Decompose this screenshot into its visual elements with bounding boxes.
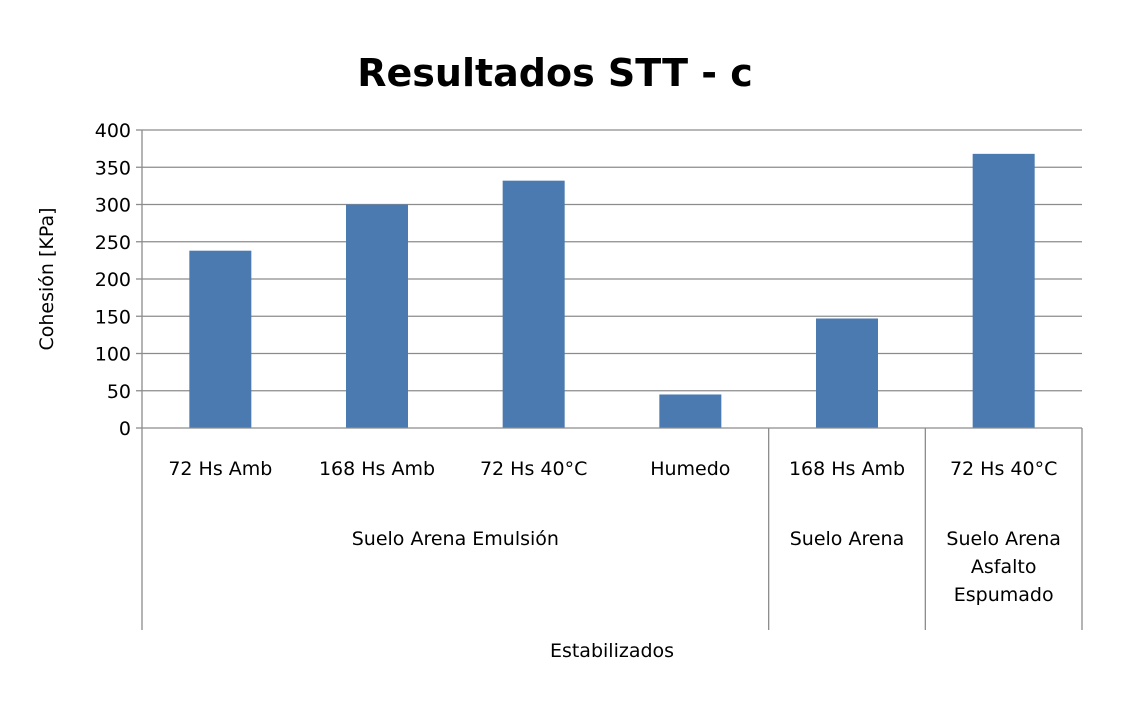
group-label: Espumado xyxy=(954,584,1054,606)
category-label: 72 Hs 40°C xyxy=(480,458,587,480)
y-tick-label: 350 xyxy=(95,157,131,179)
group-label: Asfalto xyxy=(971,556,1037,578)
y-tick-label: 0 xyxy=(119,418,131,440)
category-labels: 72 Hs Amb 168 Hs Amb 72 Hs 40°C Humedo 168 H… xyxy=(168,458,1057,480)
y-tick-label: 400 xyxy=(95,120,131,142)
y-tick-labels: 0 50 100 150 200 250 300 350 400 xyxy=(95,120,131,440)
bar xyxy=(502,180,565,428)
y-tick-label: 200 xyxy=(95,269,131,291)
bar xyxy=(972,153,1035,428)
bar xyxy=(659,394,722,428)
category-label: 72 Hs Amb xyxy=(168,458,272,480)
bars xyxy=(189,153,1035,428)
group-label: Suelo Arena xyxy=(790,528,905,550)
category-label: Humedo xyxy=(650,458,730,480)
group-labels: Suelo Arena Emulsión Suelo Arena Suelo Are… xyxy=(141,428,1083,630)
y-axis-title: Cohesión [KPa] xyxy=(36,207,58,350)
y-tick-label: 100 xyxy=(95,344,131,366)
category-label: 168 Hs Amb xyxy=(789,458,905,480)
y-tick-label: 250 xyxy=(95,232,131,254)
y-tick-label: 50 xyxy=(107,381,131,403)
bar xyxy=(189,250,252,428)
bar xyxy=(346,204,408,428)
bar xyxy=(816,318,878,428)
category-label: 72 Hs 40°C xyxy=(950,458,1057,480)
x-axis-title: Estabilizados xyxy=(550,640,674,662)
group-label: Suelo Arena Emulsión xyxy=(352,528,559,550)
category-label: 168 Hs Amb xyxy=(319,458,435,480)
chart-title: Resultados STT - c xyxy=(357,51,753,95)
y-tick-label: 300 xyxy=(95,195,131,217)
y-tick-label: 150 xyxy=(95,306,131,328)
group-label: Suelo Arena xyxy=(946,528,1061,550)
gridlines xyxy=(136,129,1082,429)
